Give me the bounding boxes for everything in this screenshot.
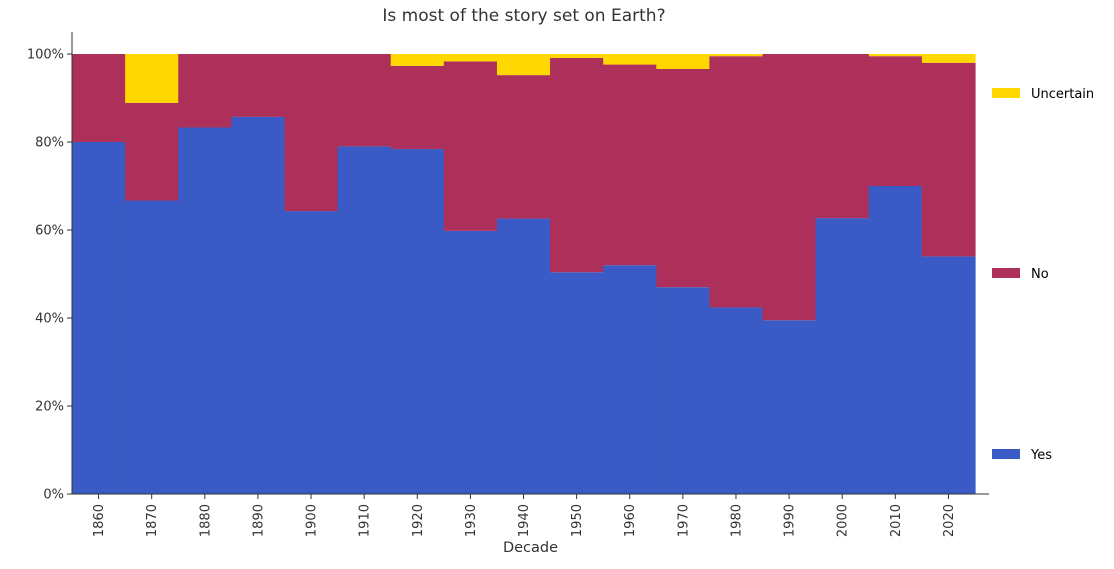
- bar-yes-1910: [337, 146, 392, 494]
- bar-yes-1890: [231, 116, 286, 495]
- bar-yes-2000: [815, 218, 870, 494]
- bar-yes-2010: [868, 186, 923, 494]
- bar-no-1890: [231, 54, 286, 117]
- bar-no-1910: [337, 54, 392, 147]
- x-tick-label: 1900: [305, 504, 320, 537]
- x-tick-label: 1990: [783, 504, 798, 537]
- bar-yes-1920: [390, 149, 445, 495]
- bar-no-1880: [178, 54, 232, 128]
- x-axis-label: Decade: [502, 540, 559, 556]
- bar-no-1900: [284, 54, 339, 212]
- x-tick-label: 2000: [836, 504, 851, 537]
- bar-yes-1990: [762, 320, 817, 494]
- bar-no-2010: [868, 56, 923, 187]
- bar-uncertain-1920: [390, 54, 445, 66]
- x-tick-label: 2010: [889, 504, 904, 537]
- bar-no-1960: [603, 64, 657, 266]
- x-tick-label: 1880: [198, 504, 213, 537]
- legend-label-uncertain: Uncertain: [1031, 87, 1094, 102]
- bar-no-1920: [390, 65, 445, 150]
- legend-swatch-no: [992, 268, 1020, 278]
- chart-title: Is most of the story set on Earth?: [382, 6, 666, 26]
- x-tick-label: 1960: [623, 504, 638, 537]
- bar-uncertain-1960: [603, 54, 657, 65]
- bar-yes-1970: [656, 287, 711, 494]
- y-tick-label: 60%: [35, 224, 64, 239]
- bar-yes-1860: [72, 142, 126, 494]
- bar-no-1870: [125, 102, 179, 201]
- bar-yes-2020: [921, 256, 976, 494]
- x-tick-label: 1950: [570, 504, 585, 537]
- bar-yes-1940: [496, 218, 551, 494]
- bar-no-1980: [709, 56, 764, 308]
- bar-uncertain-1950: [550, 54, 604, 58]
- y-tick-label: 0%: [43, 488, 64, 503]
- bar-yes-1880: [178, 127, 232, 494]
- bar-uncertain-1930: [443, 54, 498, 62]
- legend-label-no: No: [1031, 267, 1049, 282]
- x-tick-label: 1860: [92, 504, 107, 537]
- legend-label-yes: Yes: [1030, 448, 1052, 463]
- bar-no-1940: [496, 75, 551, 219]
- x-tick-label: 1920: [411, 504, 426, 537]
- x-tick-label: 1930: [464, 504, 479, 537]
- x-tick-label: 1870: [145, 504, 160, 537]
- bar-no-1860: [72, 54, 126, 142]
- y-tick-label: 100%: [27, 48, 64, 63]
- bar-yes-1980: [709, 307, 764, 494]
- x-tick-label: 1980: [729, 504, 744, 537]
- y-tick-label: 20%: [35, 400, 64, 415]
- bar-uncertain-1940: [496, 54, 551, 76]
- y-tick-label: 80%: [35, 136, 64, 151]
- bar-yes-1950: [550, 272, 604, 494]
- x-tick-label: 1940: [517, 504, 532, 537]
- bar-no-1970: [656, 68, 711, 288]
- bar-yes-1930: [443, 230, 498, 494]
- legend-swatch-yes: [992, 449, 1020, 459]
- bar-yes-1960: [603, 265, 657, 494]
- x-tick-label: 1910: [358, 504, 373, 537]
- bar-yes-1900: [284, 211, 339, 494]
- bar-no-1990: [762, 54, 817, 321]
- bar-uncertain-2020: [921, 54, 976, 63]
- bar-yes-1870: [125, 200, 179, 494]
- bar-no-2020: [921, 62, 976, 257]
- legend-swatch-uncertain: [992, 88, 1020, 98]
- y-tick-label: 40%: [35, 312, 64, 327]
- bar-no-1930: [443, 61, 498, 231]
- x-tick-label: 2020: [942, 504, 957, 537]
- bar-no-2000: [815, 54, 870, 219]
- bar-uncertain-1980: [709, 54, 764, 57]
- bar-no-1950: [550, 57, 604, 273]
- bar-uncertain-1970: [656, 54, 711, 69]
- x-tick-label: 1890: [251, 504, 266, 537]
- bar-uncertain-1870: [125, 54, 179, 103]
- x-tick-label: 1970: [676, 504, 691, 537]
- bar-uncertain-2010: [868, 54, 923, 57]
